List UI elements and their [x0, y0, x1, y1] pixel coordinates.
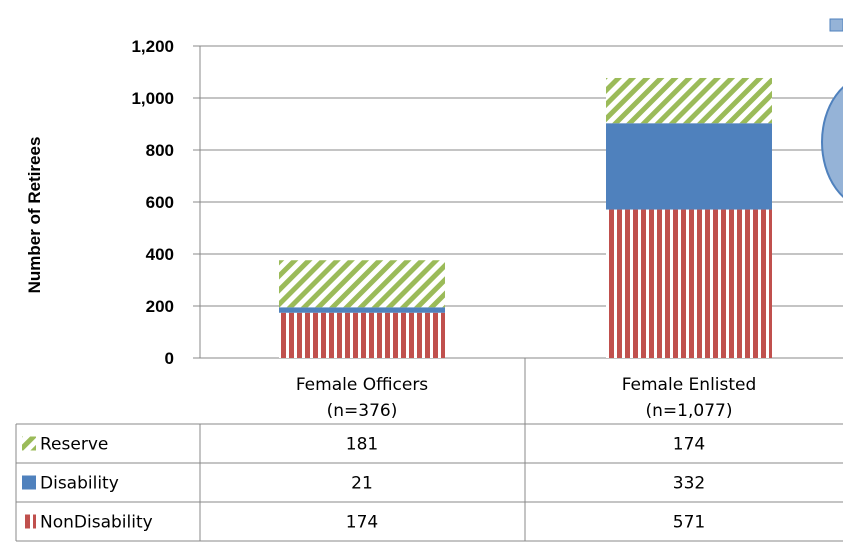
y-tick-label: 200	[146, 297, 174, 316]
y-tick-label: 0	[165, 349, 174, 368]
data-table: Female Officers (n=376) Female Enlisted (n=…	[15, 358, 843, 542]
legend-marker-remnant	[829, 18, 843, 32]
y-tick-label: 1,200	[131, 37, 174, 56]
y-tick-label: 400	[146, 245, 174, 264]
bar-disability-1	[279, 307, 445, 313]
x-category-label: Female Enlisted	[622, 375, 757, 395]
callout-ellipse	[821, 86, 843, 198]
legend-label-disability: Disability	[40, 474, 119, 494]
title-remnant	[330, 0, 530, 6]
table-cell-nondisability: 174	[346, 513, 378, 533]
bar-reserve-2	[606, 77, 772, 124]
table-cell-disability: 332	[673, 474, 705, 494]
legend-label-nondisability: NonDisability	[40, 513, 153, 533]
y-axis-label: Number of Retirees	[25, 137, 44, 294]
bar-disability-2	[606, 123, 772, 210]
legend-key-nondisability	[22, 514, 36, 529]
legend-key-reserve	[22, 436, 36, 451]
y-tick-label: 800	[146, 141, 174, 160]
legend-key-disability	[22, 475, 36, 490]
table-cell-reserve: 174	[673, 435, 705, 455]
x-category-label: Female Officers	[296, 375, 428, 395]
y-tick-labels: 0 200 400 600 800 1,000 1,200	[131, 37, 174, 368]
bar-nondisability-1	[279, 312, 445, 358]
x-category-n-label: (n=1,077)	[646, 401, 733, 421]
x-category-n-label: (n=376)	[327, 401, 398, 421]
table-cell-nondisability: 571	[673, 513, 705, 533]
bar-reserve-1	[279, 260, 445, 308]
table-cell-reserve: 181	[346, 435, 378, 455]
bar-nondisability-2	[606, 209, 772, 358]
bars	[279, 77, 772, 358]
y-tick-label: 1,000	[131, 89, 174, 108]
table-cell-disability: 21	[351, 474, 373, 494]
legend-label-reserve: Reserve	[40, 435, 108, 455]
y-tick-label: 600	[146, 193, 174, 212]
